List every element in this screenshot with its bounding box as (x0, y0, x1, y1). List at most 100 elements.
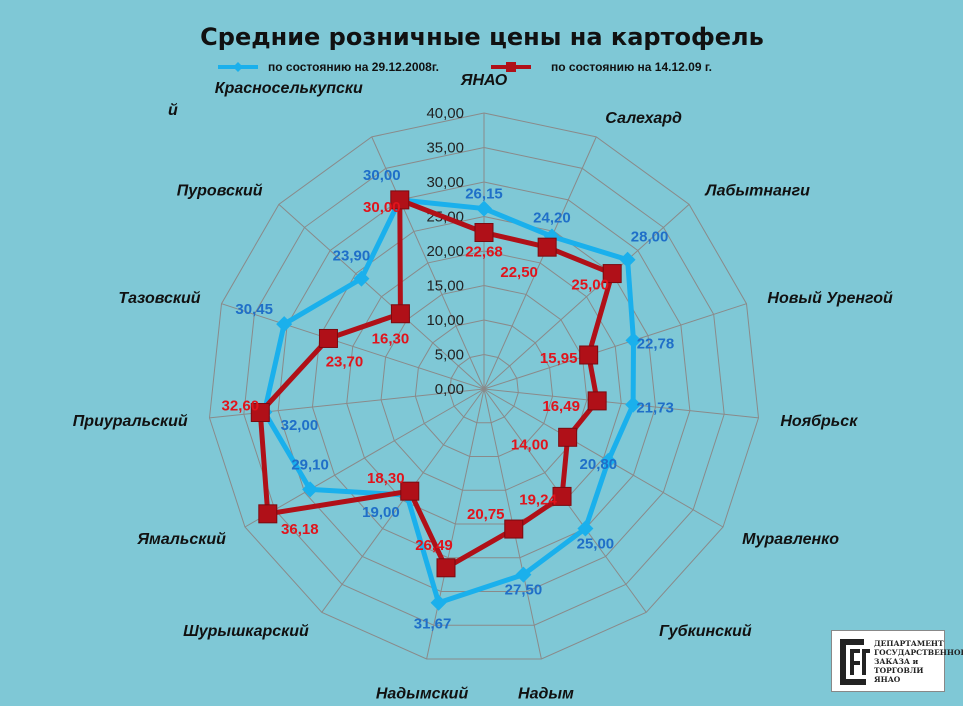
grid-spoke (278, 203, 485, 390)
tick-label: 35,00 (426, 140, 464, 157)
grid-spoke (483, 136, 597, 390)
category-label: Губкинский (659, 623, 752, 640)
category-label-line: й (168, 102, 178, 119)
data-label: 14,00 (511, 436, 549, 453)
grid-ring (209, 112, 759, 660)
legend-marker-1 (506, 62, 516, 72)
data-label: 16,30 (372, 331, 410, 348)
grid-ring (380, 284, 588, 491)
grid-ring (277, 181, 691, 592)
tick-label: 40,00 (426, 105, 464, 122)
category-label: Тазовский (118, 290, 200, 307)
logo-line-1: ДЕПАРТАМЕНТ (874, 639, 944, 648)
data-label: 30,00 (363, 199, 401, 216)
data-label: 26,49 (415, 537, 453, 554)
grid-spoke (483, 203, 690, 390)
grid-spoke (221, 303, 485, 390)
category-label: ЯНАО (460, 72, 508, 89)
data-label: 30,00 (363, 167, 401, 184)
category-label: Салехард (605, 110, 682, 127)
legend: по состоянию на 29.12.2008г. по состоянию… (218, 60, 712, 74)
data-label: 22,78 (637, 335, 675, 352)
data-point (602, 264, 622, 284)
grid-spoke (244, 388, 485, 528)
data-label: 23,70 (326, 353, 364, 370)
data-point (625, 396, 642, 413)
data-label: 23,90 (333, 248, 371, 265)
data-label: 30,45 (235, 301, 273, 318)
data-label: 22,68 (465, 244, 503, 261)
logo-line-3: ЗАКАЗА и ТОРГОВЛИ ЯНАО (874, 657, 924, 684)
data-label: 19,00 (362, 504, 400, 521)
category-label: Шурышкарский (183, 623, 309, 640)
legend-label-0: по состоянию на 29.12.2008г. (268, 60, 439, 74)
category-label: Красноселькупски й (168, 80, 363, 119)
data-point (600, 452, 617, 469)
category-label: Ямальский (136, 531, 226, 548)
data-point (625, 332, 642, 349)
data-point (504, 519, 524, 539)
data-point (476, 200, 492, 217)
grid-spoke (426, 388, 485, 660)
data-label: 22,50 (500, 264, 538, 281)
tick-label: 30,00 (426, 174, 464, 191)
data-point (250, 403, 270, 423)
category-label: Надымский (376, 685, 469, 702)
grid-spoke (371, 136, 485, 390)
category-label: Муравленко (742, 531, 839, 548)
data-point (318, 328, 338, 348)
grid-ring (449, 353, 519, 424)
tick-label: 20,00 (426, 243, 464, 260)
data-label: 36,18 (281, 521, 319, 538)
legend-marker-0 (233, 62, 243, 72)
logo-text: ДЕПАРТАМЕНТ ГОСУДАРСТВЕННОГО ЗАКАЗА и ТО… (874, 639, 963, 684)
data-point (552, 486, 572, 506)
data-label: 25,00 (577, 536, 615, 553)
data-label: 32,00 (281, 417, 319, 434)
data-point (390, 190, 410, 210)
data-point (276, 316, 293, 333)
grid-ring (243, 146, 725, 626)
data-point (474, 223, 494, 243)
data-point (390, 304, 410, 324)
data-point (400, 481, 420, 501)
category-label: Лабытнанги (704, 183, 810, 200)
grid-spoke (483, 303, 747, 390)
data-point (302, 481, 319, 498)
tick-label: 15,00 (426, 278, 464, 295)
data-label: 24,20 (533, 209, 571, 226)
series-1 (250, 190, 622, 578)
series-line-1 (257, 197, 615, 571)
category-label: Надым (518, 685, 574, 702)
data-point (353, 270, 370, 287)
data-point (258, 504, 278, 524)
data-label: 29,10 (291, 456, 329, 473)
data-label: 20,80 (580, 456, 618, 473)
category-label: Ноябрьск (780, 413, 858, 430)
data-label: 31,67 (414, 616, 452, 633)
data-point (537, 237, 557, 257)
data-label: 18,30 (367, 470, 405, 487)
category-label: Новый Уренгой (767, 290, 893, 307)
data-label: 19,24 (519, 491, 557, 508)
series-line-0 (261, 197, 636, 606)
data-point (577, 520, 594, 537)
grid-spoke (483, 388, 759, 419)
data-point (619, 251, 636, 268)
tick-label: 5,00 (435, 347, 464, 364)
tick-label: 10,00 (426, 312, 464, 329)
data-point (587, 391, 607, 411)
data-label: 21,73 (636, 400, 674, 417)
data-label: 28,00 (631, 229, 669, 246)
chart-title: Средние розничные цены на картофель (200, 23, 764, 51)
department-logo: ДЕПАРТАМЕНТ ГОСУДАРСТВЕННОГО ЗАКАЗА и ТО… (831, 630, 963, 692)
data-point (579, 345, 599, 365)
data-label: 27,50 (505, 582, 543, 599)
data-label: 15,95 (540, 350, 578, 367)
category-label: Пуровский (177, 183, 263, 200)
grid-ring (414, 319, 554, 457)
data-label: 16,49 (542, 398, 580, 415)
category-label: Приуральский (73, 413, 188, 430)
